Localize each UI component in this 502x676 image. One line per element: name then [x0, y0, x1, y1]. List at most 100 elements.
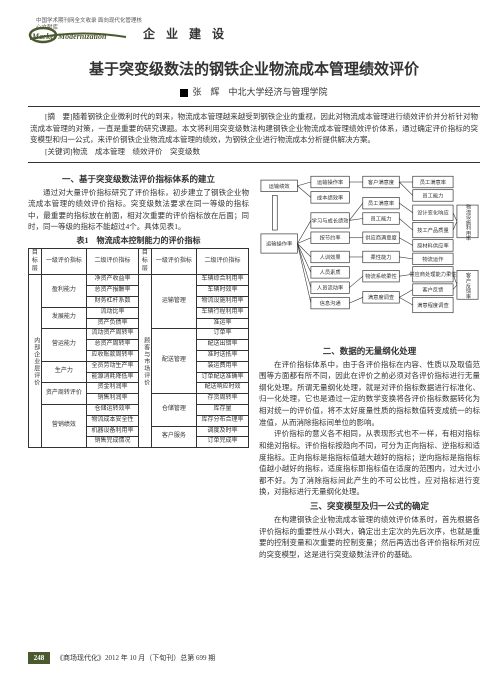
journal-logo: 中国学术期刊网全文收录 面向现代化管理核心文献库 Market Moderniz…: [28, 18, 143, 48]
cell: 准运率: [197, 318, 249, 329]
svg-text:物流运作: 物流运作: [422, 254, 444, 262]
cell: 存货周转率: [197, 394, 249, 405]
section-3-heading: 三、突变模型及归一公式的确定: [259, 500, 480, 512]
svg-text:人训效果: 人训效果: [320, 252, 342, 260]
svg-text:满意度调查: 满意度调查: [368, 293, 395, 301]
square-bullet-icon: [180, 89, 188, 97]
svg-text:柔性能力: 柔性能力: [370, 252, 391, 260]
cell: 车辆行程利用率: [197, 307, 249, 318]
section-3-body: 在构建钢铁企业物流成本管理的绩效评价体系时，首先根据各评价指标的重要性从小到大，…: [259, 514, 480, 561]
cell: 装运费用率: [197, 361, 249, 372]
svg-text:设计变化响应: 设计变化响应: [417, 208, 449, 216]
cell: 应收账款周转率: [87, 350, 139, 361]
cell: 净资产收益率: [87, 275, 139, 286]
section-heading: 企 业 建 设: [143, 25, 228, 42]
svg-text:物流系统柔性: 物流系统柔性: [365, 272, 397, 280]
g3: 营运能力: [41, 329, 86, 361]
tree-diagram: 运输绩效 运输操作率 运输操作率 成本绩效率 学习与成长绩效 按节约率 人训效果…: [259, 171, 480, 341]
abstract-text: [摘 要]随着钢铁企业微利时代的到来，物流成本管理越来越受到钢铁企业的重视，因此…: [30, 111, 478, 146]
cell: 总资产报酬率: [87, 286, 139, 297]
svg-text:人员素质: 人员素质: [320, 268, 341, 276]
svg-text:学习与成长绩效: 学习与成长绩效: [312, 216, 350, 224]
cell: 调度及时率: [197, 426, 249, 437]
svg-text:员工能力: 员工能力: [422, 191, 443, 199]
section-1-body: 通过对大量评价指标研究了评价指标，初步建立了钢铁企业物流成本管理的绩效评价指标。…: [28, 187, 249, 234]
th: 二级评价指标: [87, 249, 139, 275]
author-affiliation: 中北大学经济与管理学院: [229, 87, 328, 97]
cell: 全员劳动生产率: [87, 361, 139, 372]
cell: 财务杠杆系数: [87, 296, 139, 307]
svg-text:客户反馈: 客户反馈: [422, 285, 444, 293]
right-column: 运输绩效 运输操作率 运输操作率 成本绩效率 学习与成长绩效 按节约率 人训效果…: [259, 171, 480, 561]
th: 目标层: [138, 249, 151, 275]
g4: 生产力: [41, 361, 86, 383]
svg-text:员工满意率: 员工满意率: [368, 199, 394, 207]
svg-text:信息沟通: 信息沟通: [320, 299, 342, 307]
keywords-text: [关键词]物流 成本管理 绩效评价 突变级数: [30, 146, 478, 158]
svg-text:技工产品质量: 技工产品质量: [417, 225, 449, 233]
svg-text:客户反馈率: 客户反馈率: [465, 271, 472, 300]
cell: 资金利润率: [87, 383, 139, 394]
section-2-body-a: 在评价指标体系中，由于各评价指标在内容、性质以及取值范围等方面都有所不同，因此在…: [259, 359, 480, 429]
cell: 流动资产周转率: [87, 329, 139, 340]
tree-col-3: 客户满意度 员工满意率 员工能力 供应商满意度 柔性能力 物流系统柔性 满意度调…: [363, 176, 400, 303]
cell: 配送响应时效: [197, 383, 249, 394]
left-column: 一、基于突变级数法评价指标体系的建立 通过对大量评价指标研究了评价指标，初步建立…: [28, 171, 249, 561]
g10: 客户服务: [151, 426, 196, 448]
svg-text:供应商处理能力柔性: 供应商处理能力柔性: [409, 270, 456, 278]
root2-cell: 顾客与市场评价: [138, 275, 151, 448]
tree-col-1: 运输绩效 运输操作率: [261, 180, 298, 253]
article-title: 基于突变级数法的钢铁企业物流成本管理绩效评价: [28, 58, 480, 79]
cell: 物流成本安全性: [87, 415, 139, 426]
table-1-caption: 表1 物流成本控制能力的评价指标: [28, 235, 249, 246]
cell: 资产负债率: [87, 318, 139, 329]
page-header: 中国学术期刊网全文收录 面向现代化管理核心文献库 Market Moderniz…: [28, 18, 480, 48]
svg-text:员工能力: 员工能力: [370, 214, 391, 222]
cell: 销售完成情况: [87, 437, 139, 448]
svg-text:供应商满意度: 供应商满意度: [365, 233, 397, 241]
svg-text:员工满意率: 员工满意率: [420, 177, 446, 185]
th: 二级评价指标: [197, 249, 249, 275]
cell: 物流设施利用率: [197, 296, 249, 307]
cell: 机器设备利用率: [87, 426, 139, 437]
cell: 订单配送准确率: [197, 372, 249, 383]
cell: 能源消耗降低率: [87, 372, 139, 383]
cell: 总资产周转率: [87, 340, 139, 351]
svg-text:运输绩效: 运输绩效: [269, 181, 291, 189]
svg-text:人员流动率: 人员流动率: [317, 283, 343, 291]
g9: 仓储管理: [151, 394, 196, 426]
section-2-heading: 二、数据的无量纲化处理: [259, 345, 480, 357]
g2: 发展能力: [41, 307, 86, 329]
th: 一级评价指标: [41, 249, 86, 275]
cell: 车辆综合利用率: [197, 275, 249, 286]
g5: 资产周转评价: [41, 383, 86, 405]
g7: 运输管理: [151, 275, 196, 329]
svg-text:成本绩效率: 成本绩效率: [317, 193, 343, 201]
issue-info: 《商场现代化》2012 年 10 月（下旬刊）总第 699 期: [56, 653, 215, 663]
page-footer: 248 《商场现代化》2012 年 10 月（下旬刊）总第 699 期: [28, 652, 215, 664]
svg-text:原材料供应率: 原材料供应率: [417, 241, 449, 249]
abstract-box: [摘 要]随着钢铁企业微利时代的到来，物流成本管理越来越受到钢铁企业的重视，因此…: [28, 106, 480, 163]
th: 目标层: [29, 249, 42, 275]
cell: 仓储运转效率: [87, 404, 139, 415]
cell: 销售利润率: [87, 394, 139, 405]
svg-text:客户满意度: 客户满意度: [368, 177, 395, 185]
cell: 准时送抵率: [197, 350, 249, 361]
two-column-layout: 一、基于突变级数法评价指标体系的建立 通过对大量评价指标研究了评价指标，初步建立…: [28, 171, 480, 561]
root-cell: 内部企业层评价: [29, 275, 42, 448]
th: 一级评价指标: [151, 249, 196, 275]
logo-text: Market Modernization: [32, 32, 106, 41]
cell: 车辆时效率: [197, 286, 249, 297]
g8: 配送管理: [151, 329, 196, 394]
cell: 配送出错率: [197, 340, 249, 351]
author-line: 张 辉 中北大学经济与管理学院: [28, 85, 480, 98]
section-2-body-b: 评价指标的意义各不相同，从表现形式也不一样，有相对指标和绝对指标。评价指标按趋向…: [259, 428, 480, 498]
cell: 流动比率: [87, 307, 139, 318]
author-name: 张 辉: [192, 87, 219, 97]
indicators-table: 目标层 一级评价指标 二级评价指标 目标层 一级评价指标 二级评价指标 内部企业…: [28, 248, 249, 448]
svg-text:物流设施利用率: 物流设施利用率: [465, 202, 472, 242]
page-number: 248: [28, 652, 50, 664]
cell: 库存量: [197, 404, 249, 415]
cell: 订单完成率: [197, 437, 249, 448]
cell: 订单率: [197, 329, 249, 340]
